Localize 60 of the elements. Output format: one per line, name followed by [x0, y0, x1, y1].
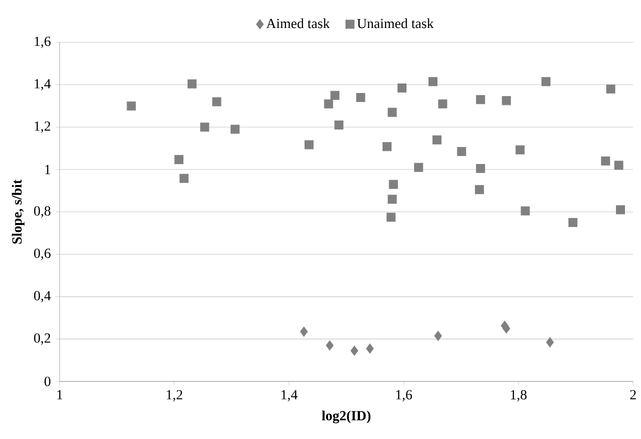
point — [546, 337, 554, 348]
y-tick-label: 0 — [44, 376, 50, 386]
point — [304, 140, 314, 150]
y-tick-label: 0,4 — [34, 290, 51, 302]
point — [457, 146, 466, 156]
legend-label: Aimed task — [266, 18, 330, 28]
point — [601, 156, 610, 166]
x-axis-title: log2(ID) — [322, 410, 370, 424]
point — [474, 185, 484, 194]
point — [428, 77, 438, 86]
point — [616, 205, 625, 214]
point — [230, 124, 240, 134]
point — [388, 180, 398, 189]
point — [520, 206, 530, 216]
y-tick-label: 1 — [45, 164, 50, 174]
point — [432, 135, 442, 144]
point — [516, 145, 525, 154]
x-tick-label: 2 — [630, 390, 636, 400]
point — [386, 212, 396, 222]
x-tick-label: 1,4 — [282, 390, 298, 402]
y-axis-title: Slope, s/bit — [12, 179, 24, 244]
point — [388, 194, 397, 204]
point — [397, 83, 406, 92]
y-tick-label: 1,4 — [34, 79, 51, 90]
point — [174, 155, 184, 164]
x-tick-label: 1,6 — [396, 390, 412, 402]
point — [350, 346, 358, 356]
point — [356, 92, 366, 102]
point — [388, 108, 397, 117]
y-tick-label: 0,8 — [34, 206, 50, 218]
y-tick-label: 1,6 — [34, 36, 51, 48]
point — [438, 99, 448, 108]
point — [502, 96, 511, 106]
point — [568, 218, 578, 227]
y-tick-label: 0,2 — [34, 333, 50, 345]
point — [180, 174, 189, 183]
point — [126, 101, 136, 110]
point — [382, 142, 392, 152]
x-tick-label: 1,2 — [166, 390, 182, 402]
point — [366, 344, 374, 354]
x-tick-label: 1 — [57, 390, 62, 400]
y-tick-label: 0,6 — [34, 248, 51, 260]
point — [334, 120, 344, 130]
point — [324, 99, 334, 108]
y-tick-label: 1,2 — [34, 121, 50, 133]
point — [476, 95, 486, 104]
point — [326, 340, 334, 350]
point — [200, 122, 210, 132]
point — [541, 77, 550, 86]
point — [476, 164, 486, 173]
point — [414, 162, 424, 172]
point — [212, 97, 222, 106]
x-tick-label: 1,8 — [510, 390, 527, 402]
legend-label: Unaimed task — [357, 18, 434, 28]
point — [300, 326, 308, 337]
point — [606, 84, 616, 94]
point — [188, 79, 197, 88]
point — [434, 330, 442, 341]
point — [330, 90, 340, 100]
point — [614, 160, 624, 170]
